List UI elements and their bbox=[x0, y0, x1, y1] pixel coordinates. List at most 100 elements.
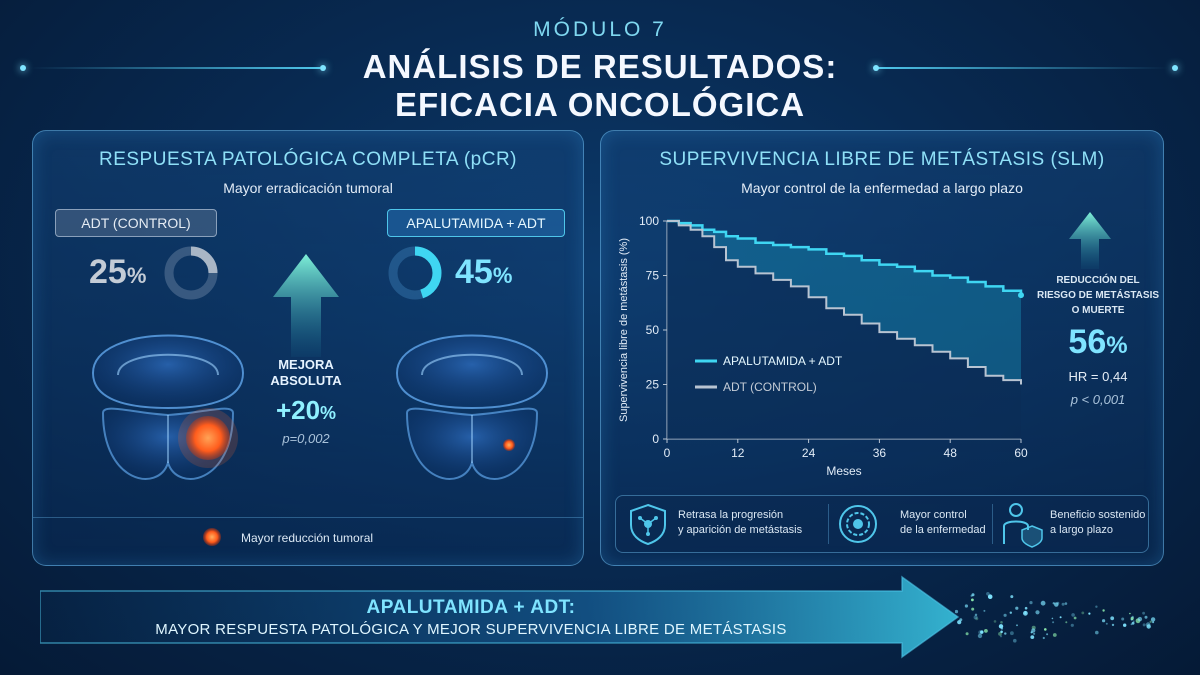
particle bbox=[1013, 638, 1017, 643]
particle bbox=[998, 624, 1004, 629]
particle-decoration bbox=[955, 592, 1156, 643]
particle bbox=[999, 635, 1003, 638]
x-tick-label: 48 bbox=[944, 446, 958, 460]
particle bbox=[993, 620, 997, 623]
particle bbox=[1016, 624, 1018, 627]
particle bbox=[1121, 617, 1125, 621]
particle bbox=[1065, 621, 1068, 624]
particle bbox=[974, 613, 978, 616]
particle bbox=[1064, 602, 1068, 605]
particle bbox=[970, 594, 973, 597]
particle bbox=[1131, 615, 1134, 619]
particle bbox=[1010, 631, 1014, 636]
x-tick-label: 12 bbox=[731, 446, 745, 460]
benefit-divider bbox=[992, 504, 993, 544]
particle bbox=[1130, 616, 1134, 620]
up-arrow-icon bbox=[1069, 212, 1111, 269]
particle bbox=[1056, 601, 1060, 605]
x-tick-label: 24 bbox=[802, 446, 816, 460]
particle bbox=[1088, 612, 1091, 615]
module-label: MÓDULO 7 bbox=[533, 18, 667, 41]
page-title: ANÁLISIS DE RESULTADOS: EFICACIA ONCOLÓG… bbox=[0, 48, 1200, 124]
particle bbox=[1035, 610, 1040, 615]
title-line-2: EFICACIA ONCOLÓGICA bbox=[394, 86, 806, 123]
particle bbox=[1073, 616, 1077, 620]
particle bbox=[1095, 605, 1098, 608]
particle bbox=[1070, 623, 1074, 627]
particle bbox=[1095, 630, 1099, 635]
particle bbox=[1129, 612, 1131, 615]
title-line-1: ANÁLISIS DE RESULTADOS: bbox=[362, 48, 838, 85]
header-divider-right bbox=[878, 67, 1168, 69]
benefit-2: Mayor control de la enfermedad bbox=[900, 509, 986, 536]
particle bbox=[1044, 628, 1047, 631]
improvement-value: +20% bbox=[275, 395, 337, 425]
particle bbox=[1000, 621, 1003, 624]
particle bbox=[955, 609, 959, 614]
up-arrow-icon bbox=[273, 254, 339, 357]
particle bbox=[1015, 606, 1019, 610]
prostate-treatment-illustration bbox=[395, 334, 549, 480]
x-axis-label: Meses bbox=[826, 464, 861, 478]
hazard-ratio: HR = 0,44 bbox=[1068, 369, 1128, 384]
particle bbox=[1054, 602, 1059, 607]
benefit-area bbox=[667, 221, 1021, 385]
pcr-divider bbox=[33, 517, 583, 518]
particle bbox=[1046, 633, 1049, 636]
particle bbox=[1150, 617, 1156, 622]
control-area bbox=[667, 221, 1021, 439]
series-end-point bbox=[1018, 292, 1024, 299]
particle bbox=[1132, 620, 1135, 623]
particle bbox=[1010, 595, 1014, 599]
particle bbox=[975, 617, 979, 621]
particle bbox=[980, 630, 984, 634]
y-tick-label: 50 bbox=[646, 323, 660, 337]
particle bbox=[1131, 621, 1135, 625]
legend-label: APALUTAMIDA + ADT bbox=[723, 354, 843, 368]
x-tick-label: 0 bbox=[664, 446, 671, 460]
y-tick-label: 75 bbox=[646, 269, 660, 283]
header-dot-left bbox=[20, 65, 26, 71]
particle bbox=[1052, 602, 1055, 605]
slm-subtitle: Mayor control de la enfermedad a largo p… bbox=[741, 180, 1023, 196]
particle bbox=[1105, 622, 1108, 625]
particle bbox=[1146, 624, 1151, 629]
control-donut bbox=[164, 246, 218, 300]
particle bbox=[1071, 613, 1075, 617]
improvement-label: MEJORA ABSOLUTA bbox=[270, 357, 342, 388]
treatment-donut bbox=[388, 246, 442, 300]
particle bbox=[1003, 613, 1007, 617]
km-chart: 0 25 50 75 100 0 12 24 36 48 60 Meses Supervivencia … bbox=[618, 214, 1028, 478]
particle bbox=[987, 594, 993, 599]
treatment-value: 45% bbox=[455, 253, 513, 291]
particle bbox=[1030, 635, 1035, 639]
slm-p-value: p < 0,001 bbox=[1070, 392, 1126, 407]
risk-reduction-label: REDUCCIÓN DEL RIESGO DE METÁSTASIS O MUE… bbox=[1036, 275, 1160, 316]
y-tick-label: 25 bbox=[646, 378, 660, 392]
particle bbox=[1110, 616, 1115, 621]
pcr-subtitle: Mayor erradicación tumoral bbox=[223, 180, 393, 196]
target-icon bbox=[839, 505, 877, 543]
particle bbox=[1152, 621, 1155, 624]
footer-title: APALUTAMIDA + ADT: bbox=[366, 597, 576, 618]
header-divider-left bbox=[30, 67, 320, 69]
risk-reduction-value: 56% bbox=[1068, 323, 1128, 361]
tumor-legend: Mayor reducción tumoral bbox=[241, 531, 374, 545]
header-dot-right bbox=[873, 65, 879, 71]
shield-network-icon bbox=[630, 503, 666, 546]
pcr-title: RESPUESTA PATOLÓGICA COMPLETA (pCR) bbox=[98, 149, 517, 170]
particle bbox=[1137, 616, 1143, 622]
footer-arrow-banner bbox=[40, 575, 960, 659]
particle bbox=[1142, 611, 1145, 615]
particle bbox=[1023, 610, 1028, 616]
particle bbox=[1040, 600, 1046, 606]
particle bbox=[1051, 617, 1054, 620]
y-tick-label: 0 bbox=[652, 432, 659, 446]
particle bbox=[1145, 622, 1151, 627]
particle bbox=[1081, 611, 1085, 615]
slm-title: SUPERVIVENCIA LIBRE DE METÁSTASIS (SLM) bbox=[659, 149, 1105, 170]
benefits-bar: Retrasa la progresión y aparición de met… bbox=[615, 495, 1149, 553]
improvement-p-value: p=0,002 bbox=[282, 431, 330, 446]
particle bbox=[1144, 615, 1148, 619]
x-tick-label: 60 bbox=[1014, 446, 1028, 460]
